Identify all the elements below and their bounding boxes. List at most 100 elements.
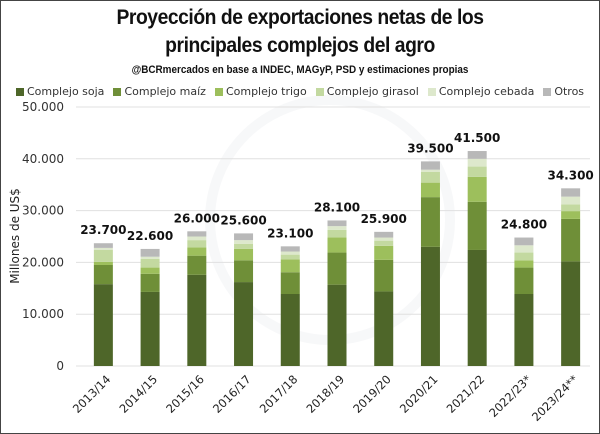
x-tick-label: 2021/22	[444, 372, 488, 416]
legend: Complejo soja Complejo maíz Complejo trigo…	[0, 85, 600, 98]
bar-segment-complejo-ma-z	[420, 197, 440, 247]
bar-segment-complejo-ma-z	[514, 267, 534, 294]
total-label: 23.100	[267, 226, 313, 240]
bar-segment-complejo-soja	[420, 246, 440, 366]
bar-segment-complejo-ma-z	[140, 273, 160, 292]
bar-segment-complejo-soja	[467, 249, 487, 366]
y-axis-label: Millones de US$	[8, 188, 22, 284]
bar-segment-complejo-trigo	[467, 176, 487, 202]
bar-segment-complejo-soja	[514, 293, 534, 366]
bar-segment-complejo-ma-z	[327, 252, 347, 285]
bar-segment-complejo-girasol	[561, 204, 581, 212]
total-label: 26.000	[174, 211, 220, 225]
bar-segment-complejo-soja	[280, 293, 300, 366]
bar-segment-otros	[467, 151, 487, 159]
bar-segment-complejo-cebada	[561, 196, 581, 205]
bar-segment-complejo-cebada	[93, 247, 113, 250]
legend-label: Complejo girasol	[326, 85, 419, 98]
chart-title-line2: principales complejos del agro	[165, 34, 435, 57]
x-tick-label: 2018/19	[303, 372, 347, 416]
total-label: 25.900	[361, 212, 407, 226]
legend-swatch	[315, 87, 324, 96]
y-tick-label: 40.000	[22, 152, 64, 166]
legend-item: Otros	[543, 85, 584, 98]
bar-segment-complejo-girasol	[140, 258, 160, 268]
y-tick-label: 0	[56, 359, 64, 373]
x-tick-label: 2020/21	[397, 372, 441, 416]
total-label: 25.600	[220, 213, 266, 227]
bar-segment-otros	[374, 231, 394, 238]
bar-segment-complejo-ma-z	[234, 260, 254, 283]
legend-swatch	[214, 87, 223, 96]
legend-swatch	[113, 87, 122, 96]
x-tick-label: 2014/15	[117, 372, 161, 416]
x-tick-label: 2016/17	[210, 372, 254, 416]
bar-segment-complejo-girasol	[467, 166, 487, 177]
bar-segment-otros	[514, 237, 534, 246]
legend-label: Complejo maíz	[124, 85, 206, 98]
bar-segment-otros	[561, 188, 581, 197]
bar-segment-complejo-trigo	[140, 267, 160, 274]
bar-segment-complejo-girasol	[420, 171, 440, 183]
bar-segment-complejo-soja	[93, 284, 113, 366]
bar-segment-complejo-trigo	[234, 248, 254, 261]
legend-item: Complejo cebada	[427, 85, 534, 98]
legend-label: Complejo trigo	[225, 85, 307, 98]
y-tick-label: 30.000	[22, 204, 64, 218]
bar-segment-complejo-cebada	[327, 226, 347, 230]
bar-segment-complejo-girasol	[234, 243, 254, 249]
bar-segment-complejo-cebada	[374, 237, 394, 241]
bar-segment-otros	[234, 233, 254, 241]
bar-segment-complejo-girasol	[280, 254, 300, 260]
bar-segment-complejo-trigo	[514, 260, 534, 268]
legend-swatch	[15, 87, 24, 96]
x-tick-label: 2022/23*	[486, 372, 534, 420]
x-tick-label: 2015/16	[163, 372, 207, 416]
bar-segment-complejo-cebada	[234, 240, 254, 244]
legend-swatch	[427, 87, 436, 96]
y-tick-label: 50.000	[22, 100, 64, 114]
bar-segment-complejo-cebada	[420, 169, 440, 172]
bar-segment-complejo-trigo	[280, 259, 300, 273]
bar-segment-complejo-girasol	[514, 252, 534, 261]
bar-segment-complejo-soja	[327, 284, 347, 366]
bar-segment-complejo-trigo	[420, 182, 440, 198]
total-label: 23.700	[80, 223, 126, 237]
bar-segment-complejo-cebada	[280, 251, 300, 255]
legend-item: Complejo maíz	[113, 85, 206, 98]
total-label: 41.500	[454, 131, 500, 145]
bar-segment-complejo-cebada	[140, 256, 160, 259]
bar-segment-complejo-cebada	[467, 158, 487, 167]
legend-label: Complejo soja	[26, 85, 105, 98]
chart-subtitle: @BCRmercados en base a INDEC, MAGyP, PSD…	[131, 64, 469, 76]
x-tick-label: 2017/18	[257, 372, 301, 416]
total-label: 39.500	[407, 141, 453, 155]
bar-segment-otros	[140, 248, 160, 257]
bar-segment-complejo-ma-z	[561, 218, 581, 262]
bar-segment-complejo-ma-z	[467, 201, 487, 250]
bar-segment-complejo-cebada	[187, 236, 207, 241]
legend-swatch	[543, 87, 552, 96]
total-label: 28.100	[314, 200, 360, 214]
total-label: 22.600	[127, 229, 173, 243]
bar-segment-otros	[187, 231, 207, 237]
bar-segment-complejo-soja	[140, 291, 160, 366]
bar-segment-complejo-girasol	[93, 249, 113, 262]
x-tick-label: 2023/24**	[529, 372, 581, 424]
bar-segment-complejo-soja	[187, 274, 207, 366]
x-tick-label: 2019/20	[350, 372, 394, 416]
x-tick-label: 2013/14	[70, 372, 114, 416]
legend-label: Otros	[554, 85, 585, 98]
bar-segment-otros	[327, 220, 347, 227]
legend-item: Complejo trigo	[214, 85, 307, 98]
legend-item: Complejo girasol	[315, 85, 419, 98]
bar-segment-complejo-ma-z	[374, 259, 394, 292]
bar-segment-otros	[93, 243, 113, 248]
bar-segment-complejo-soja	[561, 261, 581, 366]
bar-segment-otros	[280, 246, 300, 252]
bar-segment-complejo-trigo	[561, 211, 581, 219]
bar-segment-complejo-girasol	[327, 229, 347, 238]
y-tick-label: 10.000	[22, 307, 64, 321]
bar-segment-complejo-ma-z	[187, 255, 207, 275]
